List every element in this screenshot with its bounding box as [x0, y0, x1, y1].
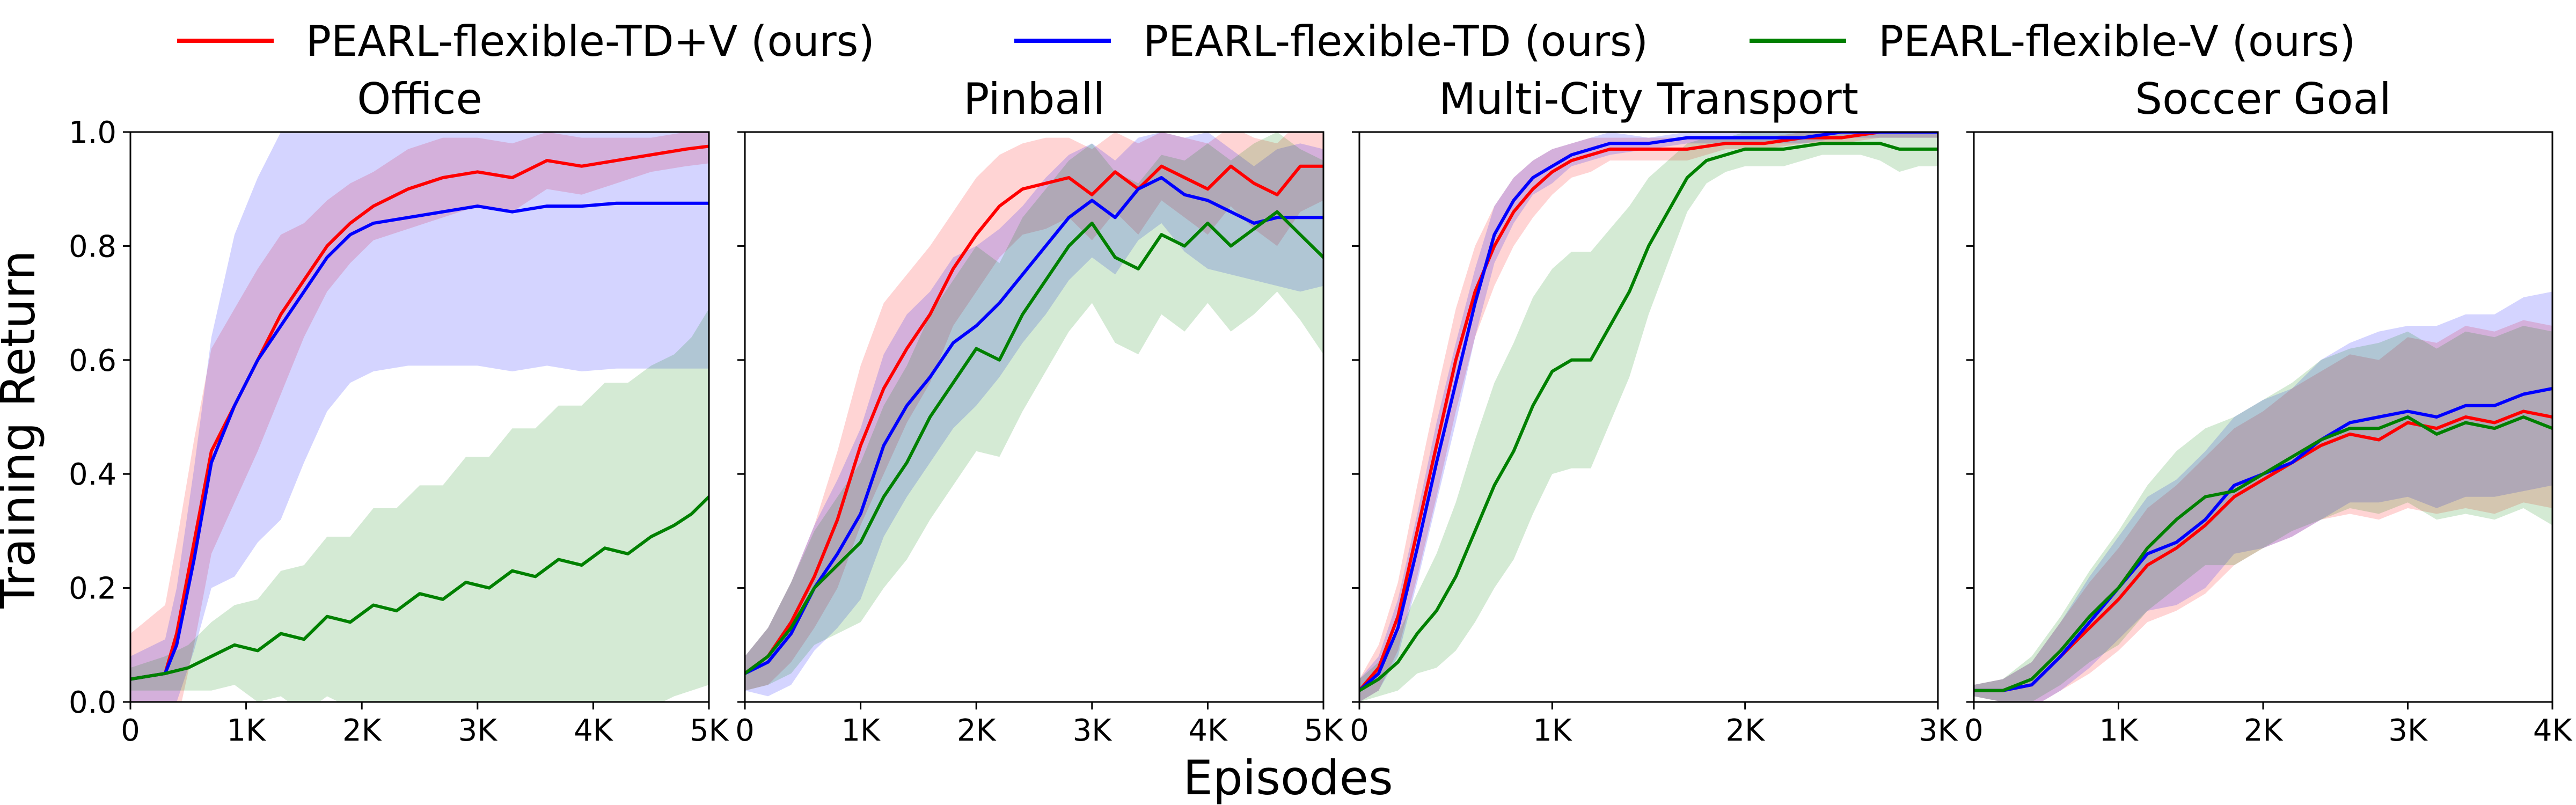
x-tick-label: 0 [121, 713, 140, 748]
series-line-pearl-flexible-td-ours [1359, 132, 1938, 692]
x-tick-label: 1K [841, 713, 881, 748]
band-pearl-flexible-td-v-ours [130, 132, 709, 702]
x-tick-label: 1K [1533, 713, 1572, 748]
panel-frame [744, 131, 1324, 703]
legend-label-pearl-flexible-v-ours: PEARL-flexible-V (ours) [1878, 18, 2355, 66]
y-tick-label: 0.4 [69, 457, 116, 492]
series-line-pearl-flexible-v-ours [1359, 142, 1938, 692]
series-line-pearl-flexible-td-v-ours [745, 164, 1323, 675]
panel-frame [1358, 131, 1939, 703]
series-line-pearl-flexible-td-v-ours [1359, 132, 1938, 692]
x-axis-label: Episodes [1183, 750, 1393, 805]
x-tick-label: 5K [690, 713, 729, 748]
panel-frame [129, 131, 710, 703]
panel-pinball: Pinball 0 1K 2K 3K 4K 5K [735, 74, 1343, 748]
x-tick-label: 3K [1919, 713, 1958, 748]
plot-area-multi-city-transport [1359, 132, 1938, 702]
series-line-pearl-flexible-td-ours [130, 201, 709, 681]
x-tick-label: 1K [2099, 713, 2139, 748]
x-tick-label: 2K [342, 713, 382, 748]
y-axis-label: Training Return [0, 250, 46, 609]
x-tick-label: 4K [574, 713, 613, 748]
series-line-pearl-flexible-td-v-ours [130, 144, 709, 681]
panel-title: Office [357, 74, 482, 124]
chart-panels: Office 0 1K 2K 3K 4K 5K 0.0 0.2 0.4 0.6 0.8 1.0 Pinba… [69, 74, 2573, 748]
x-tick-label: 0 [735, 713, 755, 748]
y-tick-label: 0.0 [69, 685, 116, 720]
x-tick-label: 1K [226, 713, 266, 748]
x-tick-label: 5K [1304, 713, 1344, 748]
x-tick-label: 0 [1350, 713, 1369, 748]
panel-title: Multi-City Transport [1439, 74, 1858, 124]
series-line-pearl-flexible-td-ours [745, 176, 1323, 675]
band-pearl-flexible-v-ours [130, 309, 709, 702]
series-line-pearl-flexible-v-ours [745, 210, 1323, 675]
plot-area-soccer-goal [1974, 291, 2552, 702]
plot-area-pinball [745, 132, 1323, 697]
panel-office: Office 0 1K 2K 3K 4K 5K 0.0 0.2 0.4 0.6 0.8 1.0 [69, 74, 729, 748]
y-tick-label: 0.8 [69, 229, 116, 264]
x-tick-label: 3K [1073, 713, 1113, 748]
panel-soccer-goal: Soccer Goal 0 1K 2K 3K 4K [1964, 74, 2572, 748]
x-tick-label: 0 [1964, 713, 1984, 748]
band-pearl-flexible-v-ours [1359, 132, 1938, 702]
series-line-pearl-flexible-v-ours [130, 495, 709, 681]
panel-title: Pinball [963, 74, 1105, 124]
y-tick-label: 0.2 [69, 572, 116, 606]
plot-area-office [130, 132, 709, 702]
x-tick-label: 3K [2388, 713, 2428, 748]
y-tick-label: 0.6 [69, 343, 116, 378]
legend-label-pearl-flexible-td-v-ours: PEARL-flexible-TD+V (ours) [306, 18, 875, 66]
y-tick-label: 1.0 [69, 115, 116, 150]
band-pearl-flexible-td-ours [130, 132, 709, 702]
x-tick-label: 2K [1725, 713, 1765, 748]
x-tick-label: 4K [1188, 713, 1228, 748]
x-tick-label: 3K [458, 713, 498, 748]
legend-label-pearl-flexible-td-ours: PEARL-flexible-TD (ours) [1143, 18, 1648, 66]
x-tick-label: 2K [957, 713, 997, 748]
x-tick-label: 4K [2533, 713, 2573, 748]
x-tick-label: 2K [2244, 713, 2284, 748]
panel-multi-city-transport: Multi-City Transport 0 1K 2K 3K [1350, 74, 1958, 748]
panel-title: Soccer Goal [2135, 74, 2391, 124]
band-pearl-flexible-v-ours [745, 132, 1323, 691]
series-line-pearl-flexible-v-ours [1974, 415, 2552, 692]
legend: PEARL-flexible-TD+V (ours) PEARL-flexible… [177, 18, 2355, 66]
band-pearl-flexible-v-ours [1974, 326, 2552, 702]
